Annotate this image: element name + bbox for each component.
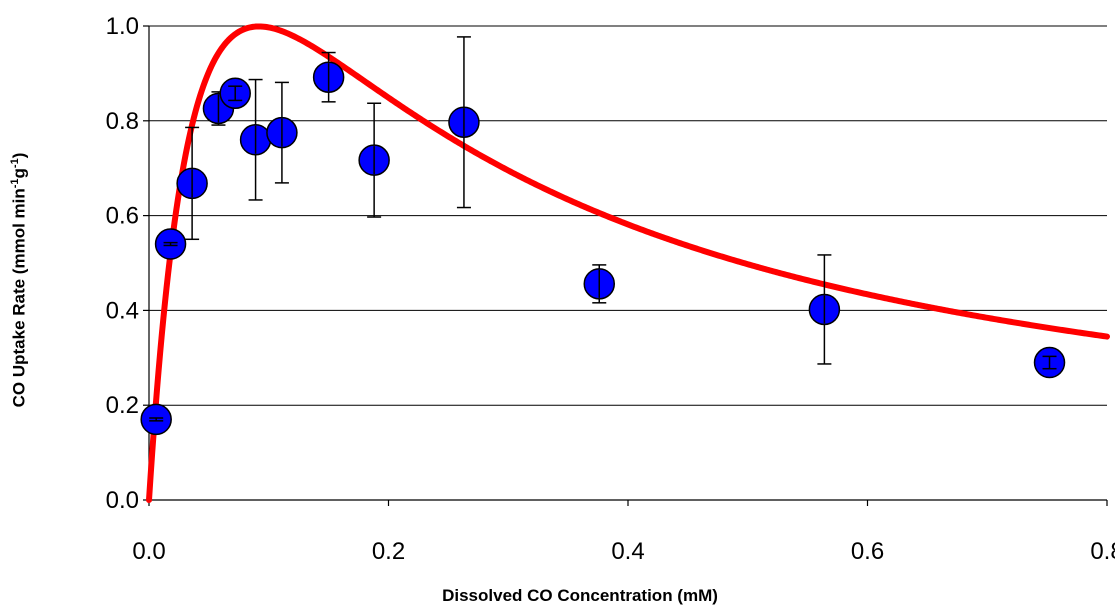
x-tick-label: 0.2 [372,538,405,565]
y-tick-label: 0.8 [106,108,139,135]
y-tick-label: 0.2 [106,392,139,419]
y-tick-label: 0.4 [106,297,139,324]
y-tick-labels: 0.0 0.2 0.4 0.6 0.8 1.0 [106,13,139,514]
x-tick-label: 0.4 [611,538,644,565]
error-bars [149,36,1057,422]
y-axis-title-part-3: ) [9,152,29,159]
error-bar-overlay [149,417,164,422]
data-points [140,61,1066,436]
y-axis-title-part-2: g [9,168,29,179]
x-tick-label: 0.8 [1090,538,1115,565]
x-tick-marks [148,500,1108,506]
x-tick-label: 0.6 [851,538,884,565]
error-bar-overlay [163,241,178,247]
error-bar-overlay [1042,355,1057,370]
x-tick-labels: 0.0 0.2 0.4 0.6 0.8 [132,538,1115,565]
y-tick-label: 0.0 [106,487,139,514]
y-axis-title: CO Uptake Rate (mmol min-1g-1) [9,80,31,480]
error-bar-overlay [228,85,243,102]
x-tick-label: 0.0 [132,538,165,565]
y-axis-title-part-1: CO Uptake Rate (mmol min [9,188,29,408]
gridlines [149,25,1107,406]
fit-curve-line [146,23,1110,503]
y-axis-title-sup-1: -1 [9,178,21,189]
y-tick-label: 1.0 [106,13,139,40]
x-axis-title: Dissolved CO Concentration (mM) [442,586,718,605]
y-tick-label: 0.6 [106,203,139,230]
y-axis-title-sup-2: -1 [9,158,21,169]
